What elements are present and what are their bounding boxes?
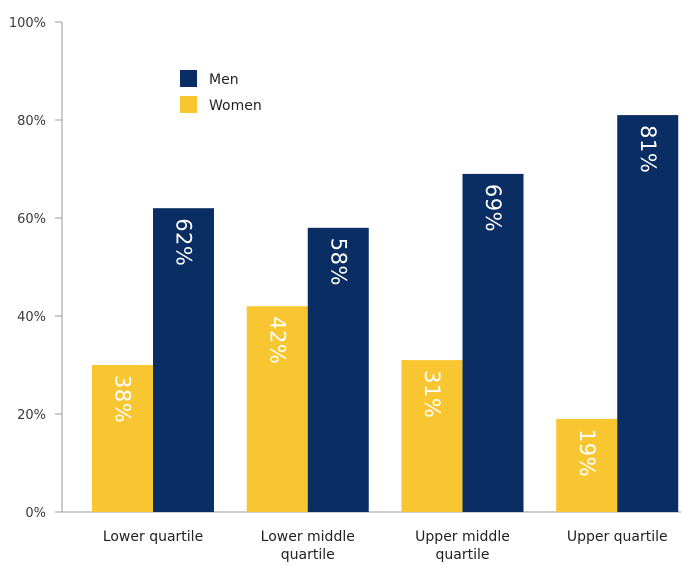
bar-men bbox=[617, 115, 679, 512]
bars bbox=[92, 115, 679, 513]
data-label: 62% bbox=[172, 218, 196, 266]
legend-label-women: Women bbox=[209, 98, 262, 114]
data-label: 31% bbox=[420, 370, 444, 418]
x-tick-label-line: quartile bbox=[436, 547, 490, 563]
bar-men bbox=[307, 227, 369, 513]
legend: Men Women bbox=[180, 70, 262, 114]
bar-men bbox=[462, 173, 524, 512]
x-tick-label-line: Upper quartile bbox=[567, 529, 668, 545]
x-tick-label: Lower quartile bbox=[103, 529, 203, 545]
legend-swatch-women bbox=[180, 96, 197, 113]
labels: 38% 62% Lower quartile 42% 58% Lower middle qu… bbox=[103, 125, 668, 563]
x-tick-label-line: Upper middle bbox=[415, 529, 510, 545]
data-label: 38% bbox=[111, 375, 135, 423]
data-label: 58% bbox=[326, 238, 350, 286]
y-tick-label: 100% bbox=[9, 16, 46, 31]
y-tick-label: 0% bbox=[25, 506, 46, 521]
x-tick-label: Upper quartile bbox=[567, 529, 668, 545]
legend-swatch-men bbox=[180, 70, 197, 87]
data-label: 42% bbox=[265, 316, 289, 364]
x-tick-label-line: quartile bbox=[281, 547, 335, 563]
bar-women bbox=[246, 306, 308, 512]
x-tick-label-line: Lower middle bbox=[261, 529, 355, 545]
bar-women bbox=[92, 365, 153, 512]
x-tick-label-line: Lower quartile bbox=[103, 529, 203, 545]
data-label: 81% bbox=[636, 125, 660, 173]
y-tick-label: 60% bbox=[17, 212, 46, 227]
bar-women bbox=[401, 360, 463, 512]
x-tick-label: Upper middle quartile bbox=[415, 529, 510, 563]
y-tick-label: 40% bbox=[17, 310, 46, 325]
legend-label-men: Men bbox=[209, 72, 239, 88]
x-tick-label: Lower middle quartile bbox=[261, 529, 355, 563]
data-label: 19% bbox=[575, 429, 599, 477]
y-tick-label: 80% bbox=[17, 114, 46, 129]
data-label: 69% bbox=[481, 184, 505, 232]
bar-women bbox=[556, 418, 618, 512]
bar-men bbox=[153, 208, 214, 512]
y-tick-label: 20% bbox=[17, 408, 46, 423]
